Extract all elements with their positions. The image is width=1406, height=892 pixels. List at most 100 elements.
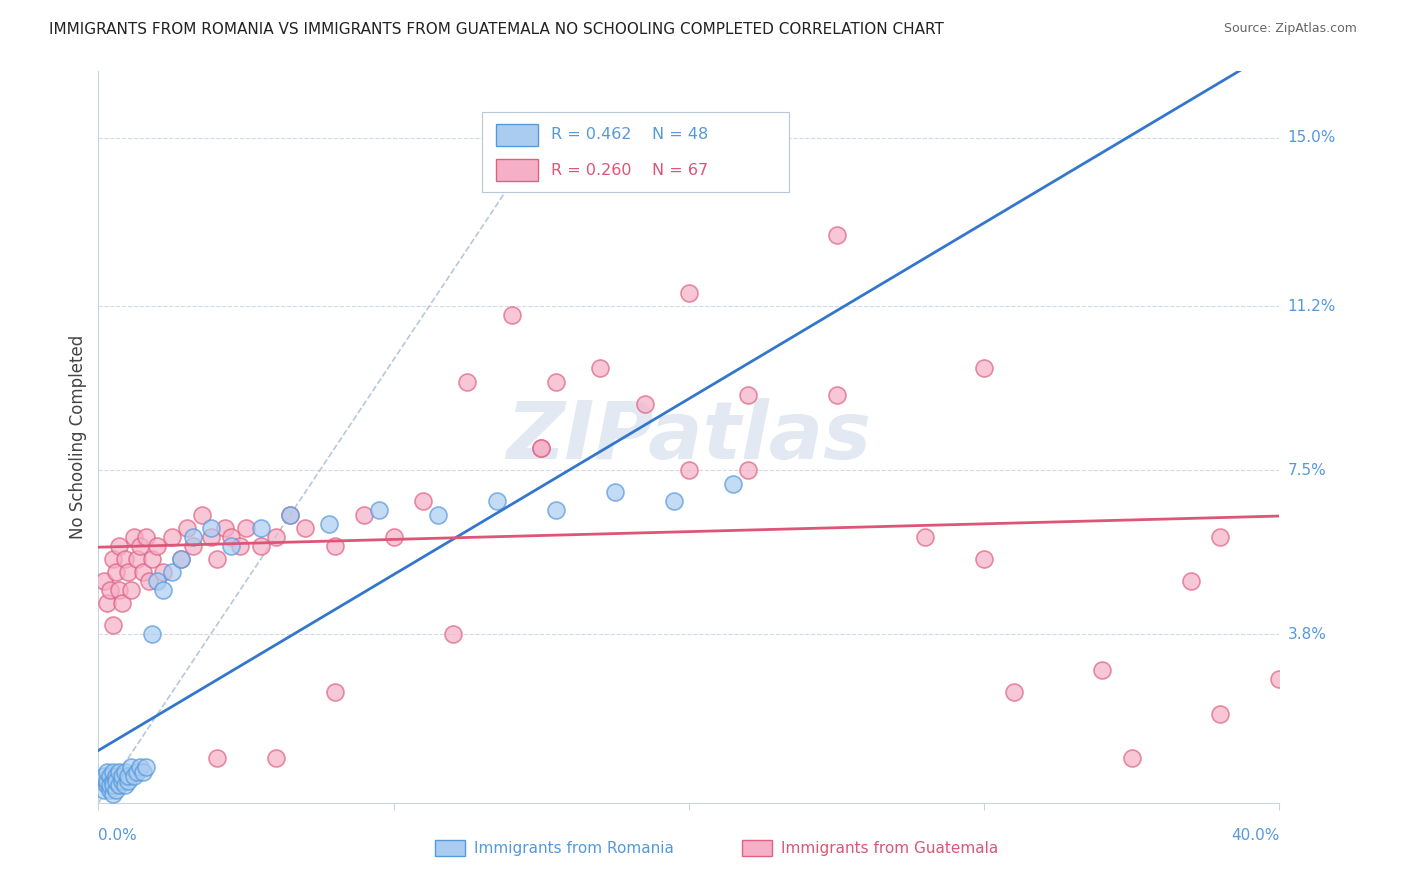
- Point: [108, 582, 131, 597]
- Point: [141, 552, 163, 566]
- Point: [111, 769, 134, 783]
- Point: [114, 778, 136, 792]
- Point: [105, 769, 128, 783]
- Point: [280, 508, 302, 522]
- Point: [546, 375, 568, 389]
- Point: [103, 618, 125, 632]
- Point: [128, 539, 150, 553]
- Text: Source: ZipAtlas.com: Source: ZipAtlas.com: [1223, 22, 1357, 36]
- Point: [146, 574, 169, 589]
- Text: 0.0%: 0.0%: [98, 828, 138, 843]
- Point: [162, 530, 183, 544]
- Text: 11.2%: 11.2%: [1288, 299, 1336, 314]
- Point: [678, 285, 700, 300]
- Point: [368, 503, 391, 517]
- Point: [825, 388, 848, 402]
- Point: [146, 539, 169, 553]
- Point: [98, 782, 121, 797]
- Point: [135, 530, 157, 544]
- Text: 7.5%: 7.5%: [1288, 463, 1326, 478]
- Point: [128, 760, 150, 774]
- Point: [546, 503, 568, 517]
- Point: [96, 773, 118, 788]
- Point: [122, 769, 145, 783]
- Point: [457, 375, 479, 389]
- Point: [105, 773, 128, 788]
- Text: Immigrants from Romania: Immigrants from Romania: [474, 840, 673, 855]
- Point: [103, 552, 125, 566]
- Y-axis label: No Schooling Completed: No Schooling Completed: [69, 335, 87, 539]
- Point: [96, 596, 118, 610]
- Point: [117, 773, 139, 788]
- Text: Immigrants from Guatemala: Immigrants from Guatemala: [782, 840, 998, 855]
- Point: [105, 566, 128, 580]
- Point: [530, 441, 553, 455]
- Point: [98, 778, 121, 792]
- Point: [264, 751, 287, 765]
- Point: [132, 764, 155, 779]
- Point: [111, 773, 134, 788]
- Point: [589, 361, 612, 376]
- Point: [678, 463, 700, 477]
- Point: [114, 552, 136, 566]
- Point: [664, 494, 686, 508]
- Point: [98, 582, 121, 597]
- Point: [250, 539, 273, 553]
- Point: [1209, 707, 1232, 722]
- Point: [973, 361, 995, 376]
- Point: [353, 508, 375, 522]
- Point: [125, 764, 148, 779]
- Point: [200, 530, 222, 544]
- Point: [280, 508, 302, 522]
- Point: [90, 773, 112, 788]
- Point: [323, 685, 346, 699]
- Point: [264, 530, 287, 544]
- Text: 3.8%: 3.8%: [1288, 627, 1327, 642]
- Point: [200, 521, 222, 535]
- Point: [98, 769, 121, 783]
- Point: [221, 530, 243, 544]
- Point: [1121, 751, 1143, 765]
- Point: [120, 760, 142, 774]
- Text: R = 0.260    N = 67: R = 0.260 N = 67: [551, 162, 707, 178]
- Point: [105, 782, 128, 797]
- Point: [318, 516, 340, 531]
- Point: [1002, 685, 1025, 699]
- Point: [181, 530, 204, 544]
- Point: [214, 521, 236, 535]
- Point: [723, 476, 745, 491]
- Text: IMMIGRANTS FROM ROMANIA VS IMMIGRANTS FROM GUATEMALA NO SCHOOLING COMPLETED CORR: IMMIGRANTS FROM ROMANIA VS IMMIGRANTS FR…: [49, 22, 943, 37]
- Bar: [496, 159, 537, 181]
- FancyBboxPatch shape: [482, 112, 789, 192]
- Point: [135, 760, 157, 774]
- Point: [170, 552, 193, 566]
- Point: [973, 552, 995, 566]
- Text: ZIPatlas: ZIPatlas: [506, 398, 872, 476]
- Point: [122, 530, 145, 544]
- Point: [914, 530, 936, 544]
- Point: [486, 494, 509, 508]
- Point: [93, 574, 115, 589]
- Point: [250, 521, 273, 535]
- Point: [120, 582, 142, 597]
- Point: [1091, 663, 1114, 677]
- Point: [191, 508, 214, 522]
- Point: [152, 566, 174, 580]
- Point: [221, 539, 243, 553]
- Point: [181, 539, 204, 553]
- Point: [427, 508, 450, 522]
- Point: [170, 552, 193, 566]
- Point: [1209, 530, 1232, 544]
- Point: [1180, 574, 1202, 589]
- Point: [96, 764, 118, 779]
- Point: [323, 539, 346, 553]
- Point: [162, 566, 183, 580]
- Point: [103, 787, 125, 801]
- Point: [103, 778, 125, 792]
- Point: [141, 627, 163, 641]
- Point: [441, 627, 464, 641]
- Point: [825, 228, 848, 243]
- Bar: [742, 840, 772, 856]
- Point: [737, 388, 759, 402]
- Point: [737, 463, 759, 477]
